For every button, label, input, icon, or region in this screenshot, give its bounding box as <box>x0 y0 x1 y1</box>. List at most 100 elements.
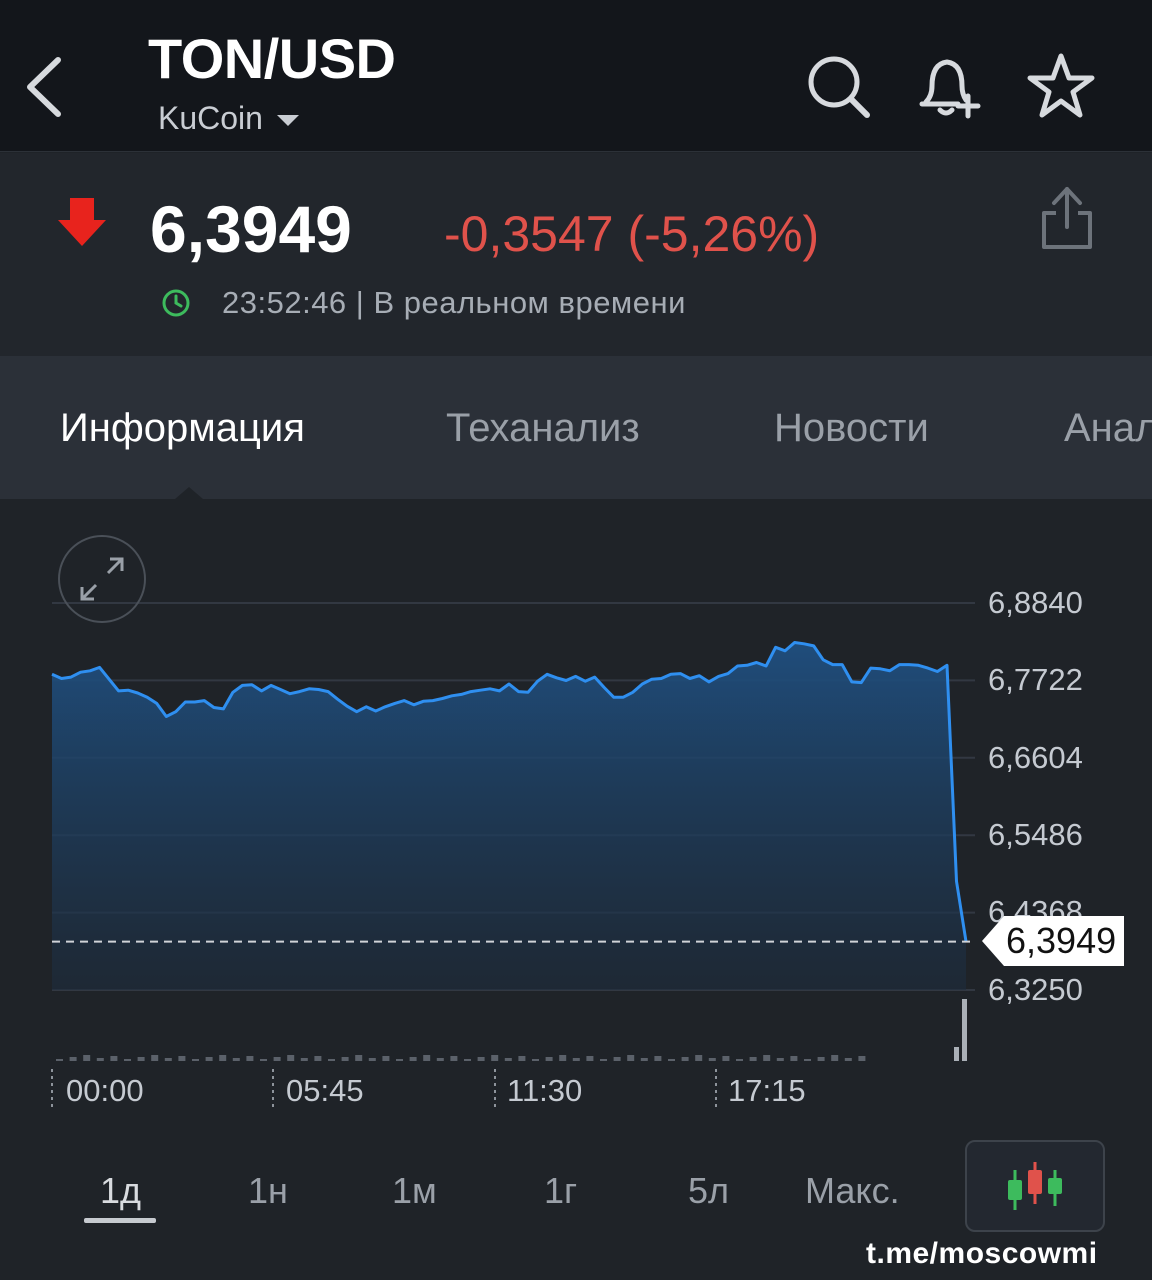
update-time: 23:52:46 | В реальном времени <box>222 285 686 320</box>
volume-bar <box>382 1056 390 1061</box>
volume-bar <box>151 1055 159 1061</box>
volume-bar <box>110 1056 118 1061</box>
volume-bar <box>708 1058 716 1061</box>
volume-bar <box>545 1057 553 1061</box>
volume-bar <box>164 1058 172 1061</box>
volume-bar <box>736 1059 743 1061</box>
volume-bar <box>858 1056 866 1061</box>
volume-bar <box>260 1059 267 1061</box>
volume-bar <box>96 1058 104 1061</box>
caret-down-icon <box>276 115 299 126</box>
top-bar: TON/USD KuCoin <box>0 0 1152 152</box>
search-icon[interactable] <box>804 52 874 122</box>
x-tick-label: 05:45 <box>286 1073 364 1108</box>
period-1y[interactable]: 1г <box>544 1170 578 1211</box>
volume-bar <box>219 1055 227 1061</box>
volume-bar <box>627 1055 635 1061</box>
current-price-value: 6,3949 <box>1004 916 1125 966</box>
active-period-underline <box>84 1218 156 1223</box>
volume-bar <box>69 1057 77 1061</box>
x-tick-label: 17:15 <box>728 1073 806 1108</box>
current-price-tag: 6,3949 <box>982 916 1125 966</box>
watermark-text: t.me/moscowmi <box>866 1237 1098 1270</box>
volume-bar <box>804 1059 811 1061</box>
clock-icon <box>162 289 190 317</box>
volume-bar <box>559 1055 567 1061</box>
volume-bar <box>600 1059 607 1061</box>
active-tab-pointer <box>175 487 203 499</box>
volume-bar <box>396 1059 403 1061</box>
volume-bar <box>613 1057 621 1061</box>
volume-bar <box>640 1058 648 1061</box>
price-tag-pointer <box>982 916 1004 966</box>
y-tick-label: 6,7722 <box>988 662 1083 697</box>
y-tick-label: 6,6604 <box>988 740 1083 775</box>
volume-bar <box>137 1057 145 1061</box>
expand-icon <box>80 557 124 601</box>
share-icon[interactable] <box>1036 183 1098 253</box>
volume-bar <box>436 1058 444 1061</box>
volume-bar <box>518 1056 526 1061</box>
volume-bar <box>749 1057 757 1061</box>
down-arrow-icon <box>58 198 106 246</box>
volume-bar <box>722 1056 730 1061</box>
volume-bar <box>300 1058 308 1061</box>
volume-bar <box>423 1055 431 1061</box>
expand-chart-button[interactable] <box>58 535 146 623</box>
volume-bar <box>124 1059 131 1061</box>
volume-bar <box>491 1055 499 1061</box>
volume-bar <box>695 1055 703 1061</box>
period-selector: 1д 1н 1м 1г 5л Макс. <box>0 1130 1152 1240</box>
x-tick-label: 00:00 <box>66 1073 144 1108</box>
volume-bar <box>368 1058 376 1061</box>
tab-analytics[interactable]: Анал <box>1064 406 1152 450</box>
quote-panel: 6,3949 -0,3547 (-5,26%) 23:52:46 | В реа… <box>0 153 1152 356</box>
volume-bar <box>586 1056 594 1061</box>
volume-bar <box>409 1057 417 1061</box>
volume-bar <box>790 1056 798 1061</box>
volume-bar <box>56 1059 63 1061</box>
price-area <box>52 642 966 990</box>
volume-bar <box>668 1059 675 1061</box>
price-change: -0,3547 (-5,26%) <box>444 206 820 262</box>
volume-bar <box>355 1055 363 1061</box>
volume-bar <box>572 1058 580 1061</box>
exchange-selector[interactable]: KuCoin <box>158 100 299 137</box>
volume-bar <box>831 1055 839 1061</box>
y-tick-label: 6,3250 <box>988 972 1083 1007</box>
tab-news[interactable]: Новости <box>774 406 929 450</box>
volume-bar <box>532 1059 539 1061</box>
volume-bar <box>287 1055 295 1061</box>
volume-bar <box>654 1056 662 1061</box>
volume-bar <box>232 1058 240 1061</box>
exchange-label: KuCoin <box>158 100 263 136</box>
last-price: 6,3949 <box>150 192 352 266</box>
volume-bar <box>844 1058 852 1061</box>
back-icon[interactable] <box>22 52 72 122</box>
volume-bar <box>464 1059 471 1061</box>
y-tick-label: 6,5486 <box>988 817 1083 852</box>
volume-bar <box>205 1057 213 1061</box>
chart-canvas <box>51 602 975 1111</box>
price-line <box>51 641 968 942</box>
tab-technical[interactable]: Теханализ <box>446 406 640 450</box>
section-tabs: Информация Теханализ Новости Анал <box>0 356 1152 499</box>
period-max[interactable]: Макс. <box>805 1170 900 1211</box>
tab-info[interactable]: Информация <box>60 406 305 450</box>
price-chart[interactable]: 6,8840 6,7722 6,6604 6,5486 6,4368 6,325… <box>0 499 1152 1119</box>
volume-bar <box>776 1058 784 1061</box>
period-5y[interactable]: 5л <box>688 1170 730 1211</box>
volume-bar <box>314 1056 322 1061</box>
period-1w[interactable]: 1н <box>248 1170 288 1211</box>
volume-bar <box>192 1059 199 1061</box>
volume-bar <box>763 1055 771 1061</box>
star-icon[interactable] <box>1026 52 1096 122</box>
volume-bar <box>178 1056 186 1061</box>
volume-bar <box>450 1056 458 1061</box>
period-1m[interactable]: 1м <box>392 1170 437 1211</box>
candlestick-icon <box>1008 1162 1062 1210</box>
period-1d[interactable]: 1д <box>100 1170 142 1211</box>
pair-title: TON/USD <box>148 27 396 90</box>
candlestick-toggle-button[interactable] <box>965 1140 1105 1232</box>
bell-plus-icon[interactable] <box>912 52 982 122</box>
